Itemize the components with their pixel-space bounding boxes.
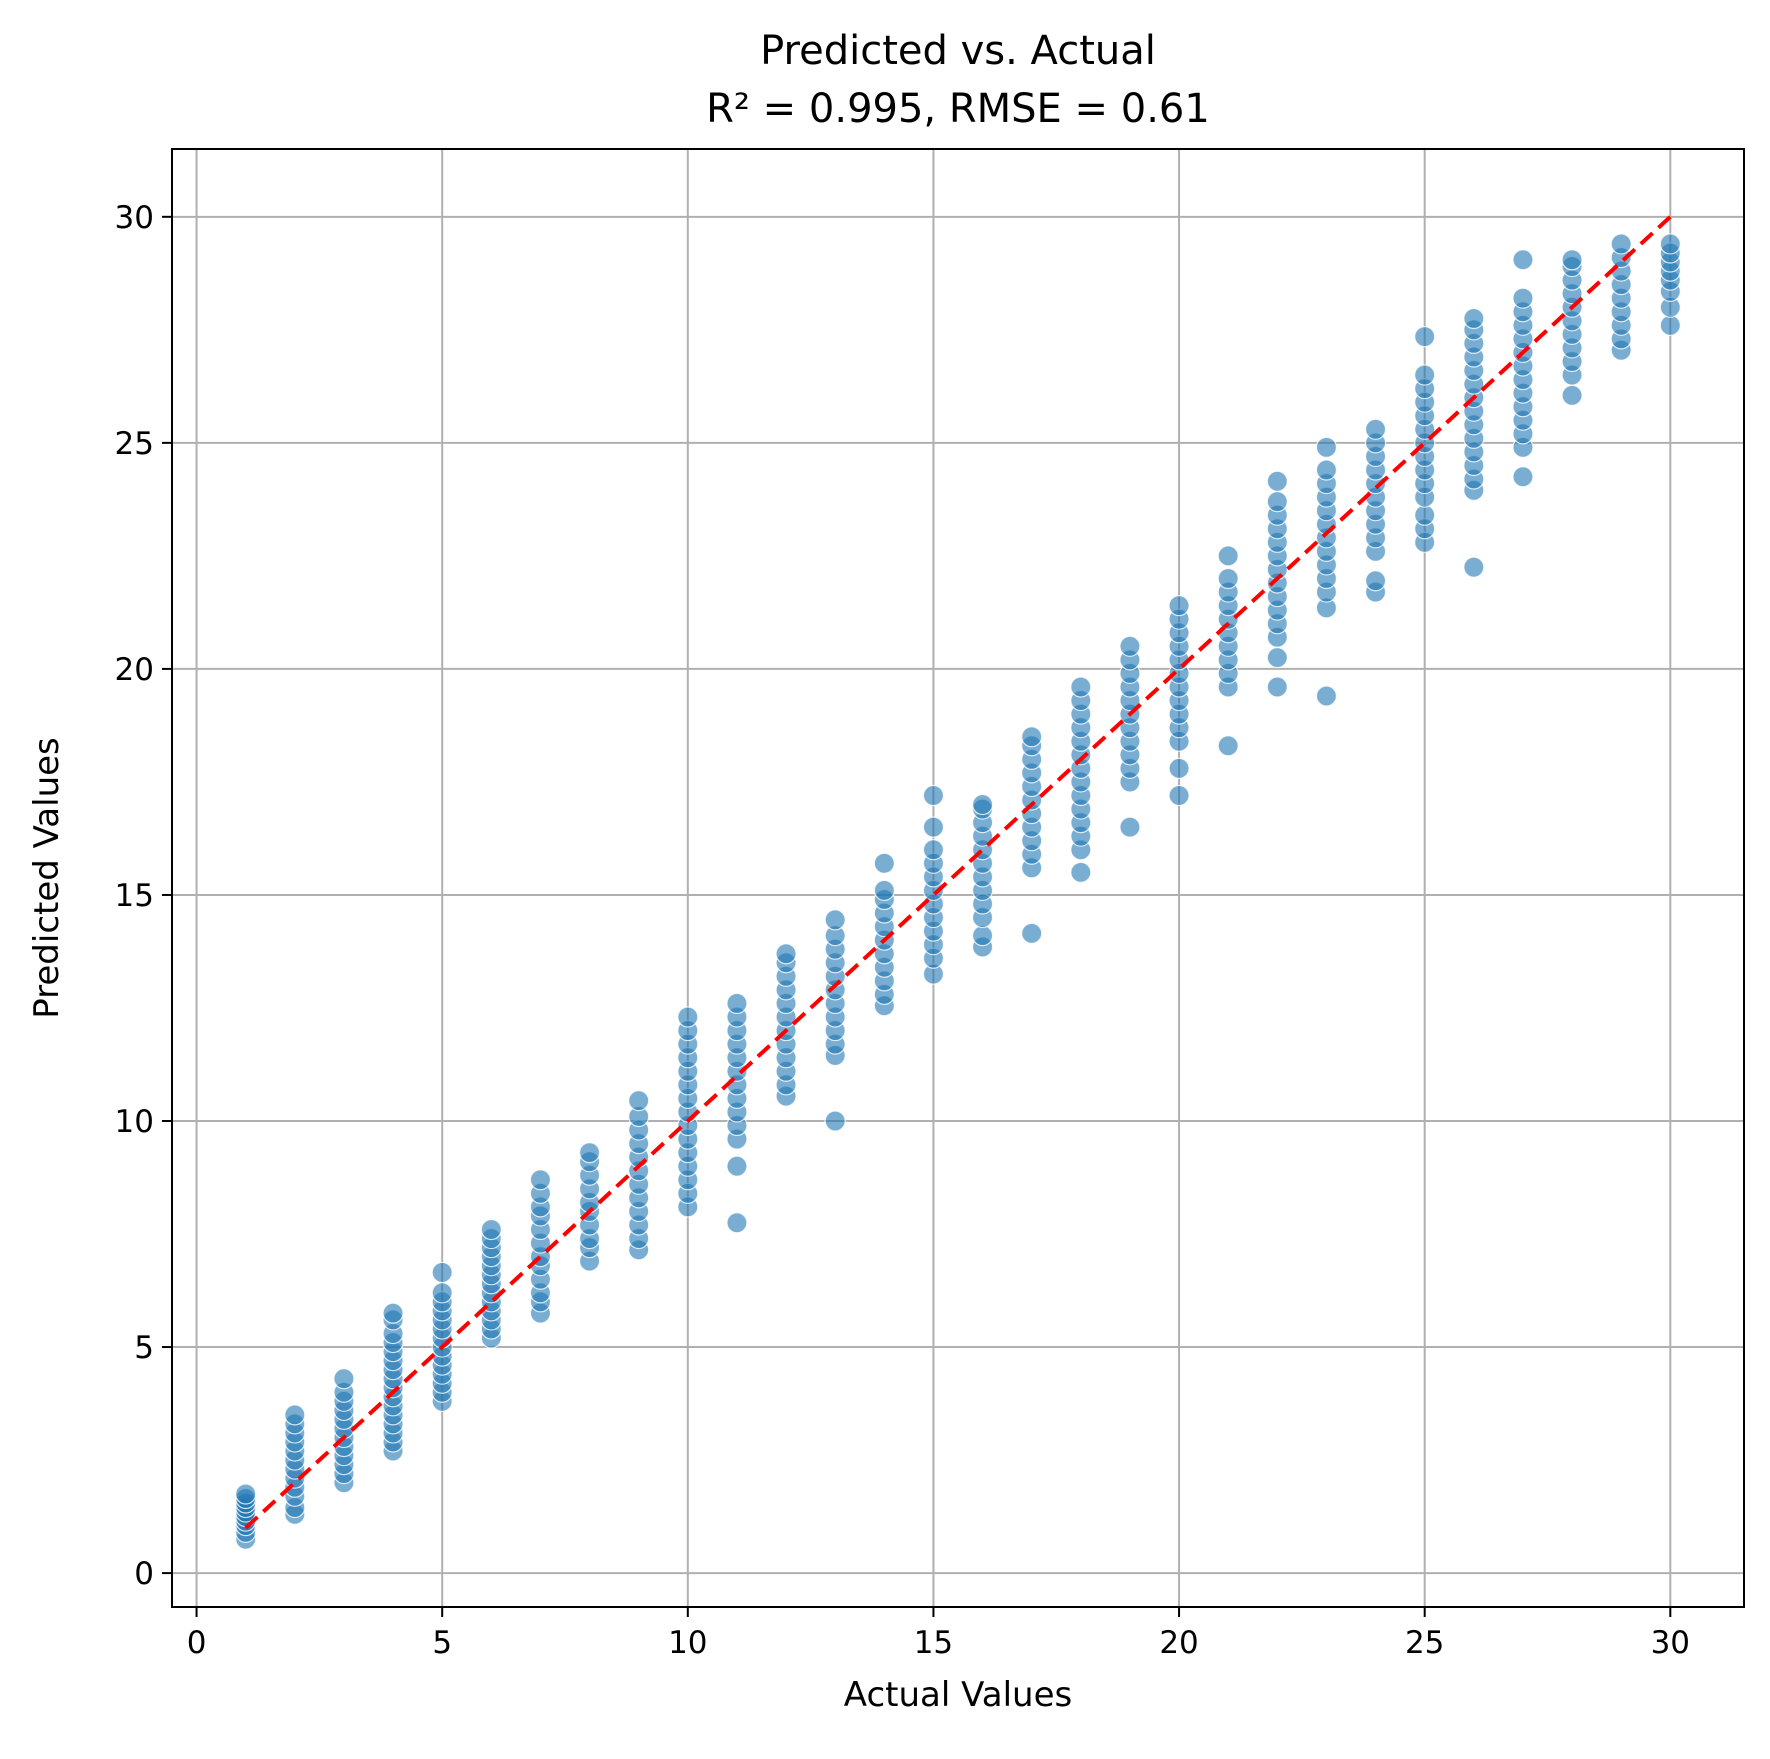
data-point <box>1266 470 1288 492</box>
data-point <box>628 1090 650 1112</box>
data-point <box>431 1282 453 1304</box>
data-point <box>1217 545 1239 567</box>
data-point <box>726 1212 748 1234</box>
data-point <box>1168 757 1190 779</box>
data-point <box>1463 556 1485 578</box>
x-axis-label: Actual Values <box>844 1675 1072 1715</box>
data-point <box>1070 676 1092 698</box>
y-tick-label: 25 <box>115 426 154 462</box>
data-point <box>1070 861 1092 883</box>
data-point <box>1414 364 1436 386</box>
plot-frame <box>171 148 1745 1608</box>
data-point <box>431 1261 453 1284</box>
data-point <box>873 879 895 902</box>
data-point <box>775 943 797 965</box>
chart-subtitle: R² = 0.995, RMSE = 0.61 <box>706 86 1210 132</box>
y-tick-label: 20 <box>115 652 154 688</box>
x-tick-label: 20 <box>1159 1625 1198 1661</box>
y-tick-label: 0 <box>134 1556 154 1592</box>
data-point <box>1561 384 1583 406</box>
x-tick-label: 0 <box>187 1625 207 1661</box>
data-point <box>284 1404 306 1426</box>
data-point <box>1610 233 1632 255</box>
data-point <box>922 816 945 838</box>
data-point <box>971 793 994 816</box>
data-point <box>824 909 846 931</box>
data-point <box>726 1155 748 1177</box>
data-point <box>726 992 748 1015</box>
data-point <box>1512 466 1534 488</box>
data-point <box>529 1169 552 1191</box>
x-tick-label: 10 <box>668 1625 707 1661</box>
data-point <box>1561 249 1583 271</box>
x-tick-label: 15 <box>914 1625 953 1661</box>
x-tick-label: 5 <box>432 1625 452 1661</box>
data-point <box>677 1006 699 1028</box>
axis-ticks: 0 5 10 15 20 25 30 0 5 10 15 20 25 30 <box>115 200 1690 1661</box>
data-point <box>235 1483 257 1505</box>
data-point <box>1168 595 1190 617</box>
data-point <box>971 925 994 947</box>
reference-line <box>244 215 1672 1530</box>
data-point <box>922 784 945 807</box>
y-tick-label: 15 <box>115 878 154 914</box>
data-point <box>1266 647 1288 669</box>
data-point <box>1266 676 1288 698</box>
data-point <box>1021 922 1043 944</box>
data-point <box>1315 436 1338 458</box>
data-point <box>1659 314 1681 336</box>
data-point <box>1512 249 1534 271</box>
data-point <box>1119 635 1141 657</box>
data-point <box>1659 233 1681 255</box>
data-point <box>1217 567 1239 590</box>
data-point <box>1217 735 1239 757</box>
reference-line-layer <box>244 215 1672 1530</box>
data-point <box>1463 307 1485 330</box>
data-point <box>1021 726 1043 748</box>
y-axis-label: Predicted Values <box>27 737 67 1019</box>
data-point <box>1168 784 1190 807</box>
data-point <box>382 1302 404 1324</box>
data-point <box>922 839 945 861</box>
data-points <box>235 233 1681 1550</box>
data-point <box>1364 570 1387 592</box>
data-point <box>1414 326 1436 348</box>
data-point <box>1512 287 1534 309</box>
x-tick-label: 25 <box>1405 1625 1444 1661</box>
data-point <box>1315 459 1338 481</box>
y-tick-label: 30 <box>115 200 154 236</box>
data-point <box>1315 685 1338 707</box>
y-tick-label: 10 <box>115 1104 154 1140</box>
data-point <box>1364 418 1387 440</box>
chart-title: Predicted vs. Actual <box>760 28 1156 74</box>
data-point <box>578 1142 601 1164</box>
data-point <box>1266 491 1288 513</box>
data-point <box>480 1218 502 1241</box>
data-point <box>824 1110 846 1132</box>
x-tick-label: 30 <box>1651 1625 1690 1661</box>
data-point <box>333 1368 355 1390</box>
data-point <box>1414 504 1436 526</box>
data-point <box>873 852 895 874</box>
data-point <box>1119 816 1141 838</box>
y-tick-label: 5 <box>134 1330 154 1366</box>
